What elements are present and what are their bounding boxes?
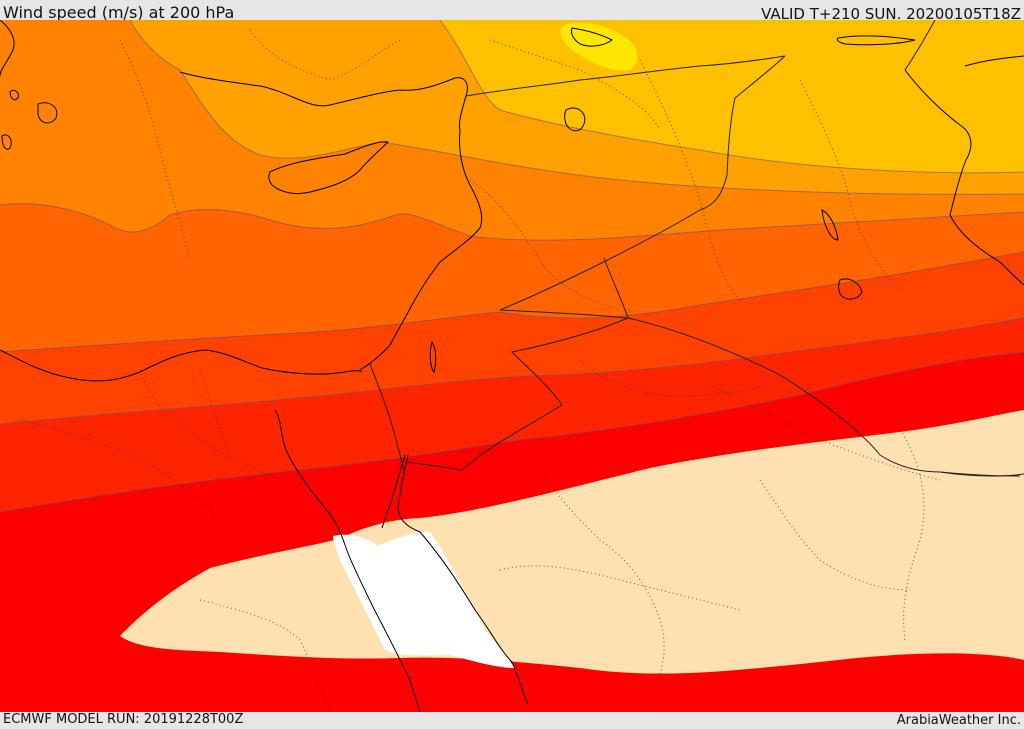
- footer-bar: ECMWF MODEL RUN: 20191228T00Z ArabiaWeat…: [0, 712, 1024, 729]
- coastline-gulf-of-aqaba: [381, 454, 406, 529]
- coastline-caspian: [836, 35, 916, 46]
- coastline-red-sea-east: [397, 454, 529, 706]
- admin-boundary: [199, 599, 331, 711]
- coastline-persian-gulf: [904, 69, 1024, 286]
- map-title: Wind speed (m/s) at 200 hPa: [3, 3, 235, 22]
- coastline-lake: [571, 27, 613, 47]
- wind-bands: [0, 20, 1024, 712]
- band-calm-beige: [120, 410, 1024, 674]
- admin-boundary: [249, 29, 401, 81]
- contour-line: [439, 20, 1024, 174]
- border-egypt-israel: [369, 363, 406, 476]
- border-syria-iraq: [499, 55, 786, 311]
- border-jordan-saudi: [404, 309, 630, 471]
- admin-boundary: [759, 479, 911, 591]
- coastline-caspian-east: [964, 55, 1024, 67]
- admin-boundaries: [19, 29, 941, 711]
- band-yellow: [560, 22, 638, 71]
- credit: ArabiaWeather Inc.: [896, 713, 1021, 728]
- contour-line: [0, 251, 1024, 353]
- title-bar: Wind speed (m/s) at 200 hPa VALID T+210 …: [0, 0, 1024, 23]
- coastline-island: [9, 89, 19, 101]
- admin-boundary: [499, 565, 741, 611]
- wind-speed-map: [0, 20, 1024, 712]
- coastline-gulf-of-suez: [274, 409, 421, 712]
- contour-line: [0, 203, 1024, 241]
- coastline-lake: [564, 107, 586, 132]
- valid-time: VALID T+210 SUN. 20200105T18Z: [761, 5, 1021, 23]
- coastline-aegean: [0, 20, 15, 77]
- contour-line: [0, 351, 1024, 513]
- admin-boundary: [119, 39, 191, 261]
- coastline-island: [821, 209, 839, 241]
- border-jordan-iraq: [603, 257, 629, 319]
- border-turkey-syria: [465, 55, 786, 97]
- coastline-levant: [359, 129, 483, 371]
- border-iran-iraq: [904, 20, 936, 71]
- coastline-cyprus: [268, 141, 389, 195]
- border-kuwait: [939, 471, 1024, 477]
- coastline-island: [1, 134, 12, 150]
- band-white-red-sea: [333, 531, 515, 668]
- contour-line: [0, 317, 1024, 425]
- coastline-egypt: [0, 349, 363, 382]
- admin-boundary: [639, 59, 741, 301]
- coastline-island: [838, 278, 863, 300]
- coastline-island: [37, 102, 58, 124]
- admin-boundary: [699, 379, 941, 481]
- admin-boundary: [19, 419, 221, 521]
- coastline-dead-sea: [429, 340, 437, 373]
- admin-boundary: [139, 369, 281, 481]
- model-run: ECMWF MODEL RUN: 20191228T00Z: [3, 712, 244, 727]
- admin-boundary: [579, 359, 771, 397]
- country-borders: [369, 20, 1024, 477]
- admin-boundary: [539, 469, 665, 701]
